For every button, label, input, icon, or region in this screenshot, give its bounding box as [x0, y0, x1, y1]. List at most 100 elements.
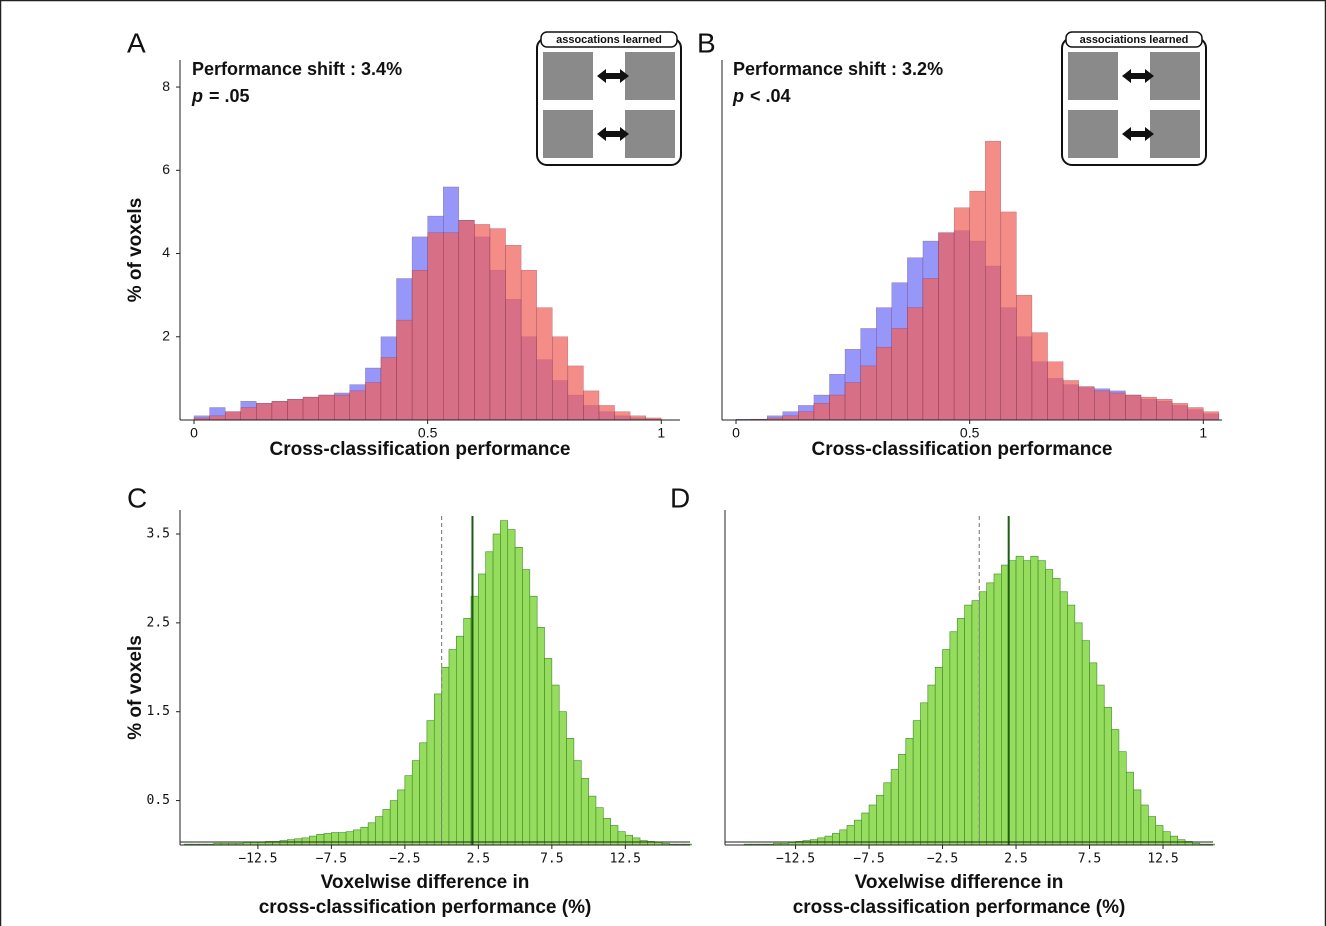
annotation: Performance shift : 3.4% [192, 59, 402, 79]
bar [1001, 564, 1009, 846]
x-tick-label: 0 [190, 425, 198, 441]
bar [1118, 751, 1127, 846]
bar [1081, 640, 1090, 846]
inset-title: associations learned [1080, 34, 1189, 46]
bar [1111, 729, 1120, 846]
x-tick-label: −12.5 [238, 852, 277, 867]
bar [844, 382, 861, 421]
inset-image [543, 52, 593, 100]
bar [433, 693, 442, 846]
bar [551, 684, 560, 846]
bar [1156, 398, 1173, 421]
bar [1078, 386, 1095, 421]
bar [832, 833, 840, 846]
bar [492, 533, 501, 846]
x-tick-label: 0.5 [418, 425, 438, 441]
bar [817, 837, 826, 846]
bar [1171, 403, 1188, 421]
bar [912, 720, 921, 846]
inset-image [1150, 52, 1200, 100]
bar [349, 390, 366, 421]
y-axis-label: % of voxels [125, 198, 146, 303]
x-tick-label: 1 [1199, 425, 1207, 441]
x-tick-label: 12.5 [1147, 852, 1178, 867]
bar [301, 837, 310, 846]
bar [489, 228, 506, 421]
bar [505, 245, 522, 421]
inset-arrow [597, 69, 629, 83]
bar [1170, 835, 1179, 846]
bar [404, 775, 413, 846]
bar [1162, 831, 1171, 846]
x-axis-label: Voxelwise difference in [321, 872, 530, 893]
bar [580, 778, 589, 846]
bar [978, 591, 987, 846]
bar [985, 140, 1002, 421]
bar [876, 346, 892, 421]
inset-title-box [1065, 31, 1203, 48]
bar [1052, 578, 1061, 846]
bar [302, 396, 319, 421]
inset-arrow [1122, 127, 1154, 141]
y-tick-label: 2 [162, 327, 170, 343]
bar [1000, 211, 1017, 421]
bar [323, 833, 332, 846]
bar [522, 569, 531, 846]
bar [602, 818, 611, 846]
bar [309, 835, 317, 846]
bar [964, 604, 973, 846]
bar [1125, 771, 1134, 846]
bar [1062, 380, 1079, 421]
bar [861, 812, 870, 846]
stat-label: p [732, 86, 744, 106]
bar [938, 232, 955, 421]
bar [334, 394, 350, 421]
bar [969, 190, 986, 421]
bar [1109, 392, 1126, 421]
bar [382, 809, 391, 846]
bar [558, 711, 567, 846]
bar [443, 232, 460, 421]
x-tick-label: 0.5 [960, 425, 980, 441]
bar [1140, 396, 1157, 421]
bar [953, 207, 970, 421]
x-axis-label: Cross-classification performance [812, 439, 1113, 460]
bar [1203, 411, 1220, 421]
bar [1015, 555, 1024, 846]
bar [389, 800, 398, 846]
x-tick-label: −2.5 [927, 852, 958, 867]
bar [552, 336, 569, 421]
bar [353, 829, 362, 846]
panel-label: D [670, 482, 690, 513]
bar [868, 804, 877, 846]
bar [573, 760, 582, 846]
bar [1148, 816, 1156, 846]
bar [1103, 706, 1112, 846]
x-tick-label: 7.5 [1078, 852, 1101, 867]
bar [567, 365, 584, 421]
inset-image [1068, 110, 1118, 158]
bar [426, 720, 435, 846]
y-tick-label: 1.5 [147, 704, 170, 719]
bar [427, 232, 444, 421]
bar [890, 769, 899, 846]
bar [338, 832, 347, 846]
inset-title: assocations learned [556, 34, 662, 46]
annotation: p < .04 [732, 86, 791, 106]
bar [396, 319, 413, 421]
bar [1096, 684, 1105, 846]
bar [411, 269, 428, 421]
bar [1133, 789, 1142, 846]
bar [507, 529, 516, 846]
bar [907, 307, 924, 421]
bar [802, 840, 811, 846]
x-tick-label: −12.5 [776, 852, 815, 867]
inset: assocations learned [536, 31, 682, 166]
bar [1030, 555, 1039, 846]
bar [829, 394, 846, 421]
bar [318, 394, 335, 421]
inset-image [625, 110, 675, 158]
bar [891, 328, 908, 421]
bar [316, 834, 325, 846]
